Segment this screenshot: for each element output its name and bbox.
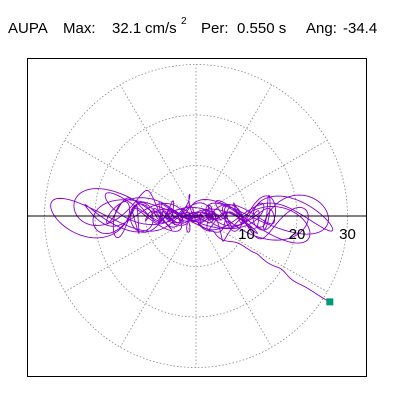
radial-tick-label: 20	[289, 226, 306, 243]
angle-value: -34.4	[343, 20, 377, 37]
grid-spoke	[195, 215, 273, 348]
period-value: 0.550 s	[237, 20, 286, 37]
station-label: AUPA	[8, 20, 48, 37]
angle-label: Ang:	[306, 20, 337, 37]
max-unit: cm/s	[145, 20, 177, 37]
grid-spoke	[119, 215, 197, 348]
orbit-end-marker	[326, 298, 334, 306]
orbit-layer	[50, 188, 334, 303]
max-unit-exponent: 2	[181, 16, 187, 27]
radial-tick-label: 30	[339, 226, 356, 243]
grid-spoke	[119, 84, 197, 217]
grid-spoke	[195, 215, 328, 293]
grid-spoke	[64, 139, 197, 217]
radial-tick-labels: 10 20 30	[238, 226, 356, 243]
period-label: Per:	[201, 20, 229, 37]
grid-spoke	[195, 84, 273, 217]
max-label: Max:	[63, 20, 96, 37]
radial-tick-label: 10	[238, 226, 255, 243]
orbit-trace	[50, 188, 334, 303]
max-value: 32.1	[112, 20, 141, 37]
plot-frame	[27, 58, 367, 377]
grid-spoke	[64, 215, 197, 293]
